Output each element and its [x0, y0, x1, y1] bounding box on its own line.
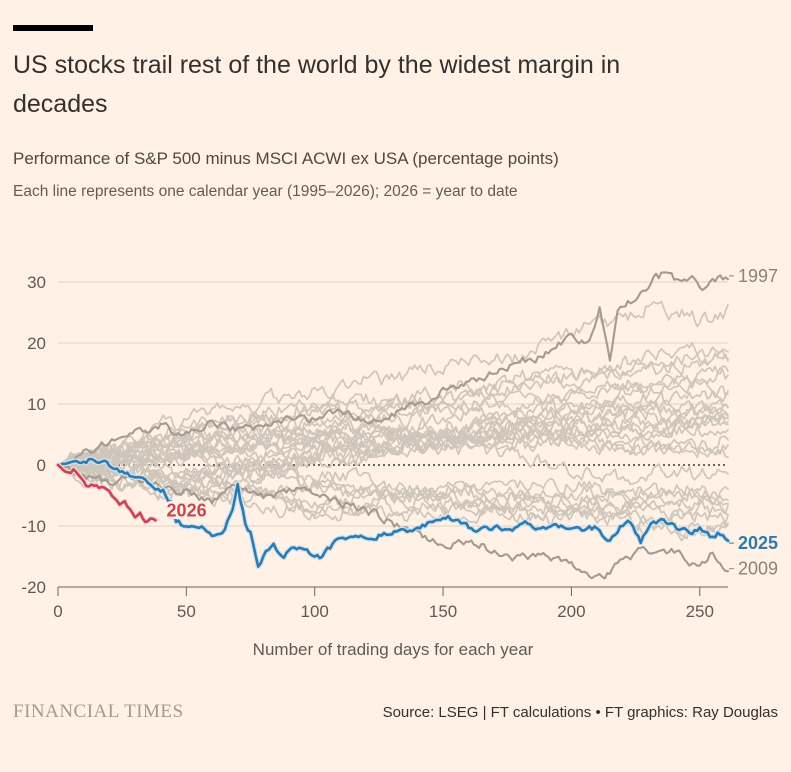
y-tick-label: 10	[27, 395, 46, 414]
y-tick-label: 30	[27, 273, 46, 292]
year-label-2025: 2025	[738, 533, 778, 553]
y-tick-label: 0	[37, 456, 46, 475]
year-line-2023	[57, 402, 729, 469]
year-label-1997: 1997	[738, 266, 778, 286]
x-tick-label: 150	[429, 602, 457, 621]
footer: FINANCIAL TIMES Source: LSEG | FT calcul…	[13, 701, 778, 723]
x-tick-label: 200	[557, 602, 585, 621]
year-line-2026	[56, 463, 157, 524]
y-tick-label: -10	[21, 517, 46, 536]
source-credit: Source: LSEG | FT calculations • FT grap…	[382, 704, 778, 721]
financial-times-logo: FINANCIAL TIMES	[13, 701, 184, 722]
y-tick-label: -20	[21, 578, 46, 597]
x-tick-label: 100	[301, 602, 329, 621]
year-line-2019	[57, 403, 729, 470]
page-title: US stocks trail rest of the world by the…	[13, 51, 621, 118]
year-line-2024	[57, 350, 729, 467]
year-line-1996	[57, 365, 729, 482]
x-tick-label: 50	[177, 602, 196, 621]
year-line-2025	[56, 457, 730, 568]
x-tick-label: 0	[53, 602, 62, 621]
year-line-2007	[57, 448, 729, 532]
x-axis-title: Number of trading days for each year	[253, 640, 534, 659]
year-label-2009: 2009	[738, 559, 778, 579]
x-tick-label: 250	[686, 602, 714, 621]
year-line-2009	[56, 463, 730, 580]
chart-subtitle: Performance of S&P 500 minus MSCI ACWI e…	[13, 149, 559, 168]
chart-note: Each line represents one calendar year (…	[13, 183, 518, 200]
year-line-2013	[57, 352, 729, 471]
year-line-2018	[57, 398, 729, 471]
year-label-2026: 2026	[167, 501, 207, 521]
year-line-1997	[56, 271, 730, 467]
y-tick-label: 20	[27, 334, 46, 353]
year-line-2014	[57, 367, 729, 468]
ft-accent-bar	[13, 25, 93, 31]
page: US stocks trail rest of the world by the…	[13, 25, 778, 723]
